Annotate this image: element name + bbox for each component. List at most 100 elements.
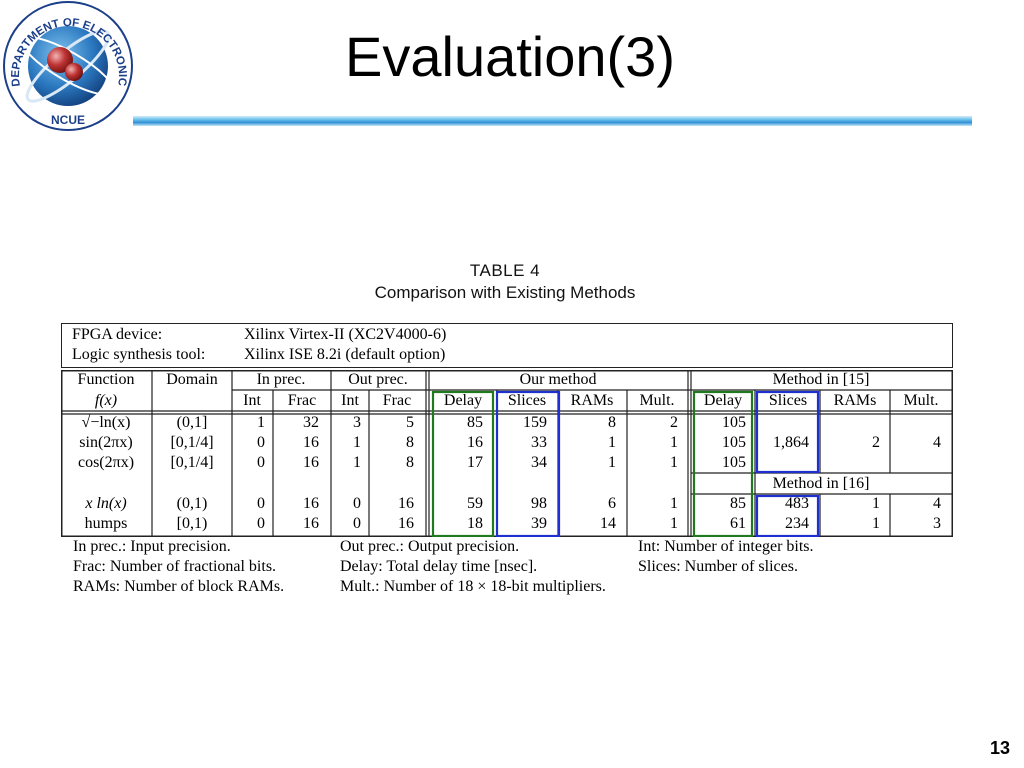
row1-function: √−ln(x) bbox=[81, 414, 131, 431]
legend-in-prec: In prec.: Input precision. bbox=[73, 538, 231, 555]
row3-our-slices: 34 bbox=[531, 454, 547, 471]
method15-shared-slices: 1,864 bbox=[773, 434, 809, 451]
method15-shared-mult: 4 bbox=[933, 434, 941, 451]
row4-out-int: 0 bbox=[353, 495, 361, 512]
row1-our-mult: 2 bbox=[670, 414, 678, 431]
row5-our-slices: 39 bbox=[531, 515, 547, 532]
row4-ref-delay: 85 bbox=[730, 495, 746, 512]
method15-slices-highlight bbox=[755, 390, 820, 474]
table-title: Comparison with Existing Methods bbox=[374, 283, 636, 302]
row3-our-rams: 1 bbox=[608, 454, 616, 471]
row2-in-frac: 16 bbox=[303, 434, 319, 451]
method15-shared-rams: 2 bbox=[872, 434, 880, 451]
row4-our-slices: 98 bbox=[531, 495, 547, 512]
row3-in-int: 0 bbox=[257, 454, 265, 471]
row5-out-frac: 16 bbox=[398, 515, 414, 532]
header-our-mult: Mult. bbox=[639, 392, 675, 409]
row3-domain: [0,1/4] bbox=[170, 454, 214, 471]
row3-our-delay: 17 bbox=[467, 454, 483, 471]
header-in-frac: Frac bbox=[287, 392, 317, 409]
row3-our-mult: 1 bbox=[670, 454, 678, 471]
table-caption: TABLE 4 Comparison with Existing Methods bbox=[340, 260, 670, 304]
header-function: Function bbox=[77, 371, 135, 388]
department-logo: DEPARTMENT OF ELECTRONIC ENGINEERING NCU… bbox=[0, 0, 136, 134]
synthesis-tool-label: Logic synthesis tool: bbox=[72, 346, 206, 363]
synthesis-tool-value: Xilinx ISE 8.2i (default option) bbox=[244, 346, 446, 363]
row4-ref-slices: 483 bbox=[785, 495, 809, 512]
our-slices-highlight bbox=[495, 390, 561, 537]
row4-ref-mult: 4 bbox=[933, 495, 941, 512]
row5-ref-rams: 1 bbox=[872, 515, 880, 532]
title-divider bbox=[133, 116, 972, 126]
logo-short-name: NCUE bbox=[51, 113, 85, 127]
fpga-device-value: Xilinx Virtex-II (XC2V4000-6) bbox=[244, 326, 447, 343]
row5-ref-slices: 234 bbox=[785, 515, 809, 532]
row4-ref-rams: 1 bbox=[872, 495, 880, 512]
row2-in-int: 0 bbox=[257, 434, 265, 451]
slide-title: Evaluation(3) bbox=[345, 25, 675, 88]
row3-out-frac: 8 bbox=[406, 454, 414, 471]
row5-out-int: 0 bbox=[353, 515, 361, 532]
header-out-prec: Out prec. bbox=[348, 371, 408, 388]
header-ref-delay: Delay bbox=[703, 392, 743, 409]
row1-out-int: 3 bbox=[353, 414, 361, 431]
header-ref-mult: Mult. bbox=[903, 392, 939, 409]
row1-our-slices: 159 bbox=[523, 414, 547, 431]
comparison-table: Function Domain In prec. Out prec. Our m… bbox=[61, 370, 953, 537]
row2-domain: [0,1/4] bbox=[170, 434, 214, 451]
row4-function: x ln(x) bbox=[85, 495, 127, 512]
row1-domain: (0,1] bbox=[176, 414, 208, 431]
header-ref-rams: RAMs bbox=[833, 392, 877, 409]
method16-slices-highlight bbox=[755, 494, 820, 537]
legend-mult: Mult.: Number of 18 × 18-bit multipliers… bbox=[340, 578, 606, 595]
header-our-delay: Delay bbox=[443, 392, 483, 409]
header-out-int: Int bbox=[341, 392, 359, 409]
header-method-16: Method in [16] bbox=[772, 475, 870, 492]
row2-our-delay: 16 bbox=[467, 434, 483, 451]
row4-our-mult: 1 bbox=[670, 495, 678, 512]
row1-out-frac: 5 bbox=[406, 414, 414, 431]
legend-out-prec: Out prec.: Output precision. bbox=[340, 538, 520, 555]
row4-our-delay: 59 bbox=[467, 495, 483, 512]
row5-ref-mult: 3 bbox=[933, 515, 941, 532]
legend-delay: Delay: Total delay time [nsec]. bbox=[340, 558, 538, 575]
row5-domain: [0,1) bbox=[176, 515, 208, 532]
row5-in-int: 0 bbox=[257, 515, 265, 532]
row4-domain: (0,1) bbox=[176, 495, 208, 512]
header-fx: f(x) bbox=[94, 392, 118, 409]
header-out-frac: Frac bbox=[382, 392, 412, 409]
row4-in-frac: 16 bbox=[303, 495, 319, 512]
legend-frac: Frac: Number of fractional bits. bbox=[73, 558, 277, 575]
row5-ref-delay: 61 bbox=[730, 515, 746, 532]
row5-in-frac: 16 bbox=[303, 515, 319, 532]
table-grid-lines bbox=[61, 370, 953, 537]
row3-in-frac: 16 bbox=[303, 454, 319, 471]
row2-our-mult: 1 bbox=[670, 434, 678, 451]
row5-function: humps bbox=[84, 515, 128, 532]
header-in-prec: In prec. bbox=[256, 371, 306, 388]
header-our-slices: Slices bbox=[507, 392, 547, 409]
row4-in-int: 0 bbox=[257, 495, 265, 512]
ncue-logo-icon: DEPARTMENT OF ELECTRONIC ENGINEERING NCU… bbox=[0, 0, 133, 131]
header-in-int: Int bbox=[243, 392, 261, 409]
row5-our-rams: 14 bbox=[600, 515, 616, 532]
legend-rams: RAMs: Number of block RAMs. bbox=[73, 578, 285, 595]
device-info-box: FPGA device: Xilinx Virtex-II (XC2V4000-… bbox=[61, 323, 953, 368]
row1-ref-delay: 105 bbox=[722, 414, 746, 431]
row1-our-rams: 8 bbox=[608, 414, 616, 431]
row2-function: sin(2πx) bbox=[79, 434, 133, 451]
header-domain: Domain bbox=[166, 371, 218, 388]
row1-in-frac: 32 bbox=[303, 414, 319, 431]
row5-our-mult: 1 bbox=[670, 515, 678, 532]
header-our-rams: RAMs bbox=[570, 392, 614, 409]
row3-function: cos(2πx) bbox=[77, 454, 135, 471]
row2-our-slices: 33 bbox=[531, 434, 547, 451]
our-delay-highlight bbox=[431, 390, 495, 537]
row4-our-rams: 6 bbox=[608, 495, 616, 512]
row2-out-int: 1 bbox=[353, 434, 361, 451]
row2-our-rams: 1 bbox=[608, 434, 616, 451]
legend-slices: Slices: Number of slices. bbox=[638, 558, 798, 575]
header-our-method: Our method bbox=[519, 371, 597, 388]
row3-out-int: 1 bbox=[353, 454, 361, 471]
row4-out-frac: 16 bbox=[398, 495, 414, 512]
